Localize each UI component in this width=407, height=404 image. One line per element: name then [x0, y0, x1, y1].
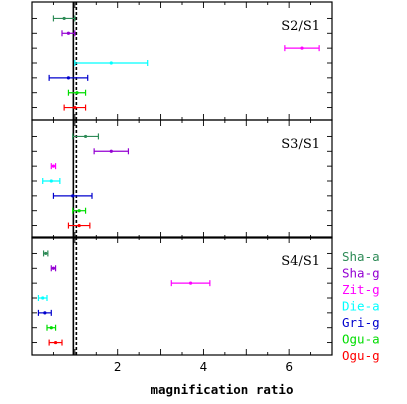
point-marker	[66, 31, 71, 35]
data-point-sha-g	[61, 30, 76, 37]
data-point-die-a	[37, 295, 48, 301]
point-marker	[53, 340, 58, 345]
data-point-sha-a	[72, 133, 100, 140]
point-marker	[109, 61, 113, 65]
legend-entry-gri-g: Gri-g	[342, 315, 380, 330]
x-axis-label: magnification ratio	[151, 382, 294, 397]
panel-label: S4/S1	[281, 254, 320, 269]
point-marker	[49, 179, 53, 183]
data-point-die-a	[42, 178, 61, 184]
point-marker	[77, 223, 81, 228]
panel-label: S3/S1	[281, 137, 320, 152]
data-point-sha-a	[42, 250, 49, 257]
point-marker	[41, 296, 45, 300]
point-marker	[43, 311, 47, 315]
point-marker	[73, 105, 77, 110]
point-marker	[49, 326, 53, 330]
legend-entry-die-a: Die-a	[342, 299, 380, 314]
data-point-gri-g	[37, 309, 52, 316]
point-marker	[83, 134, 88, 139]
point-marker	[51, 164, 56, 168]
point-marker	[75, 91, 79, 95]
data-point-gri-g	[48, 74, 89, 81]
data-point-ogu-g	[67, 222, 91, 229]
point-marker	[300, 46, 304, 50]
point-marker	[109, 149, 113, 153]
point-marker	[71, 194, 75, 198]
data-point-sha-a	[52, 15, 76, 22]
data-point-ogu-a	[67, 89, 87, 96]
legend-entry-sha-g: Sha-g	[342, 266, 380, 281]
point-marker	[188, 281, 193, 285]
legend-entry-ogu-g: Ogu-g	[342, 348, 380, 363]
data-point-ogu-a	[46, 324, 57, 331]
plot-area: S2/S1 S3/S1 S4/S1 2 4 6	[31, 1, 333, 374]
panel-s3-s1: S3/S1	[31, 119, 333, 239]
point-marker	[66, 76, 71, 80]
data-point-zit-g	[284, 45, 320, 52]
point-marker	[44, 251, 48, 256]
legend-entry-zit-g: Zit-g	[342, 282, 380, 297]
data-point-die-a	[74, 60, 149, 66]
panel-label: S2/S1	[281, 19, 320, 34]
data-point-sha-g	[50, 265, 57, 272]
point-marker	[62, 16, 66, 21]
data-point-ogu-g	[48, 339, 63, 346]
x-tick-label: 6	[285, 360, 293, 374]
panel-s4-s1: S4/S1	[31, 236, 333, 356]
point-marker	[51, 266, 56, 270]
x-tick-label: 2	[114, 360, 122, 374]
data-point-gri-g	[52, 192, 93, 199]
data-point-ogu-a	[72, 207, 87, 214]
x-tick-label: 4	[200, 360, 208, 374]
data-point-sha-g	[93, 148, 130, 155]
data-point-ogu-g	[63, 104, 87, 111]
data-point-zit-g	[170, 280, 211, 287]
panel-s2-s1: S2/S1	[31, 1, 333, 121]
legend-entry-ogu-a: Ogu-a	[342, 332, 380, 347]
legend-entry-sha-a: Sha-a	[342, 249, 380, 264]
point-marker	[77, 209, 81, 213]
data-point-zit-g	[50, 163, 57, 170]
